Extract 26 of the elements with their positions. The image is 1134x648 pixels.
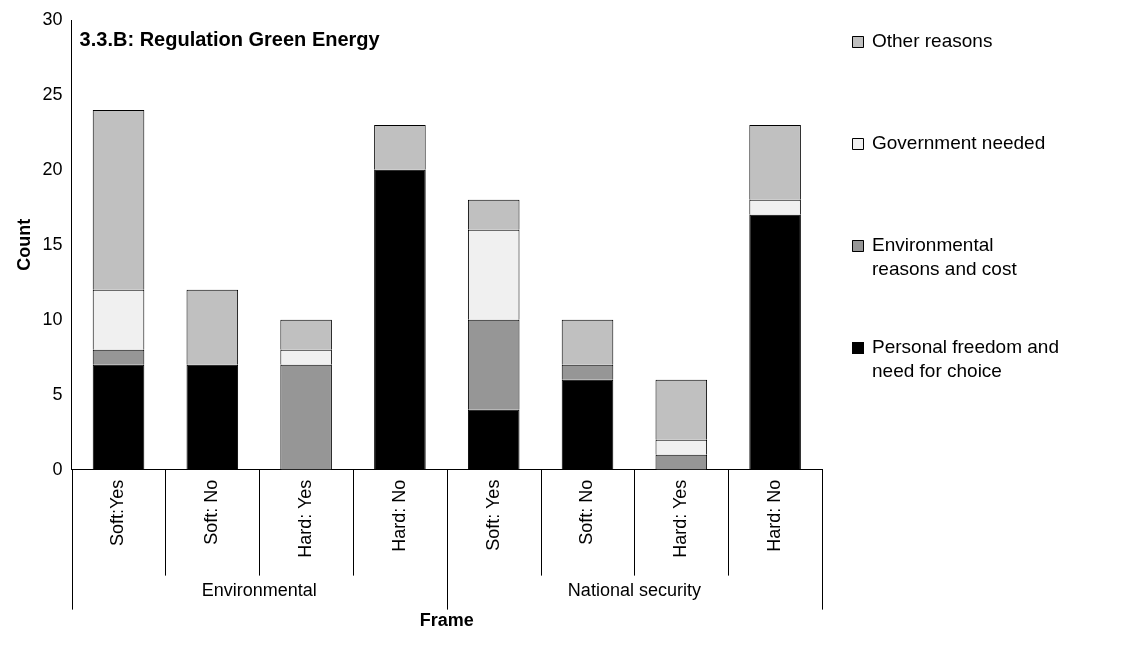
y-tick-label: 0	[52, 458, 63, 479]
y-tick-label: 5	[52, 383, 63, 404]
bar	[374, 169, 426, 470]
bar	[749, 214, 801, 470]
text: National security	[567, 579, 701, 600]
y-tick-label: 20	[42, 158, 63, 179]
x-axis-title: Frame	[419, 609, 474, 630]
legend-label: Environmental reasons and cost	[872, 234, 1018, 280]
legend-label: Other reasons	[872, 30, 993, 52]
y-tick-label: 15	[42, 233, 63, 254]
x-tick-label: Hard: Yes	[670, 479, 691, 558]
y-tick-label: 10	[42, 308, 63, 329]
x-tick-label: Soft:Yes	[107, 479, 128, 547]
legend-label: Government needed	[872, 132, 1046, 154]
x-tick-label: Hard: No	[388, 479, 409, 552]
legend-label: Personal freedom and need for choice	[872, 336, 1059, 382]
chart-title: 3.3.B: Regulation Green Energy	[79, 27, 381, 50]
x-tick-label: Hard: Yes	[295, 479, 316, 558]
y-axis-title: Count	[13, 218, 34, 271]
x-tick-label: Soft: No	[201, 479, 222, 545]
x-tick-label: Soft: Yes	[482, 479, 503, 551]
x-tick-label: Soft: No	[576, 479, 597, 545]
y-tick-label: 30	[42, 8, 63, 29]
x-tick-label: Hard: No	[764, 479, 785, 552]
text: Environmental	[201, 579, 317, 600]
y-tick-label: 25	[42, 83, 63, 104]
